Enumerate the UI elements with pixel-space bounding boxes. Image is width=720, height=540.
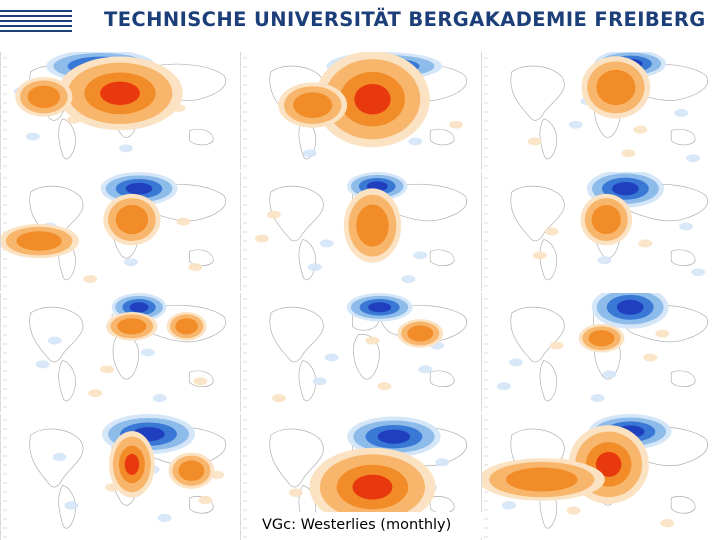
anomaly-map xyxy=(3,414,227,538)
panel-r4-c1 xyxy=(0,414,239,540)
tu-freiberg-stripes-logo xyxy=(0,10,72,34)
panel-r1-c2 xyxy=(240,52,480,170)
anomaly-map xyxy=(484,172,708,287)
anomaly-map xyxy=(3,293,227,408)
anomaly-map xyxy=(243,172,467,287)
panel-r1-c1 xyxy=(0,52,239,170)
panel-r2-c2 xyxy=(240,172,480,291)
anomaly-map xyxy=(243,52,467,167)
anomaly-map xyxy=(1,172,227,287)
anomaly-map-grid xyxy=(0,52,720,540)
panel-r2-c3 xyxy=(481,172,720,291)
anomaly-map xyxy=(243,293,467,408)
panel-r3-c3 xyxy=(481,293,720,412)
panel-r3-c1 xyxy=(0,293,239,412)
header-bar: TECHNISCHE UNIVERSITÄT BERGAKADEMIE FREI… xyxy=(0,0,720,44)
figure-caption: VGc: Westerlies (monthly) xyxy=(256,512,482,538)
panel-r1-c3 xyxy=(481,52,720,170)
panel-r4-c3 xyxy=(481,414,720,540)
university-title: TECHNISCHE UNIVERSITÄT BERGAKADEMIE FREI… xyxy=(104,8,706,31)
anomaly-map xyxy=(484,52,708,167)
panel-r3-c2 xyxy=(240,293,480,412)
panel-r2-c1 xyxy=(0,172,239,291)
anomaly-map xyxy=(3,52,227,167)
anomaly-map xyxy=(484,293,708,408)
anomaly-map xyxy=(243,416,467,538)
anomaly-map xyxy=(482,414,708,538)
